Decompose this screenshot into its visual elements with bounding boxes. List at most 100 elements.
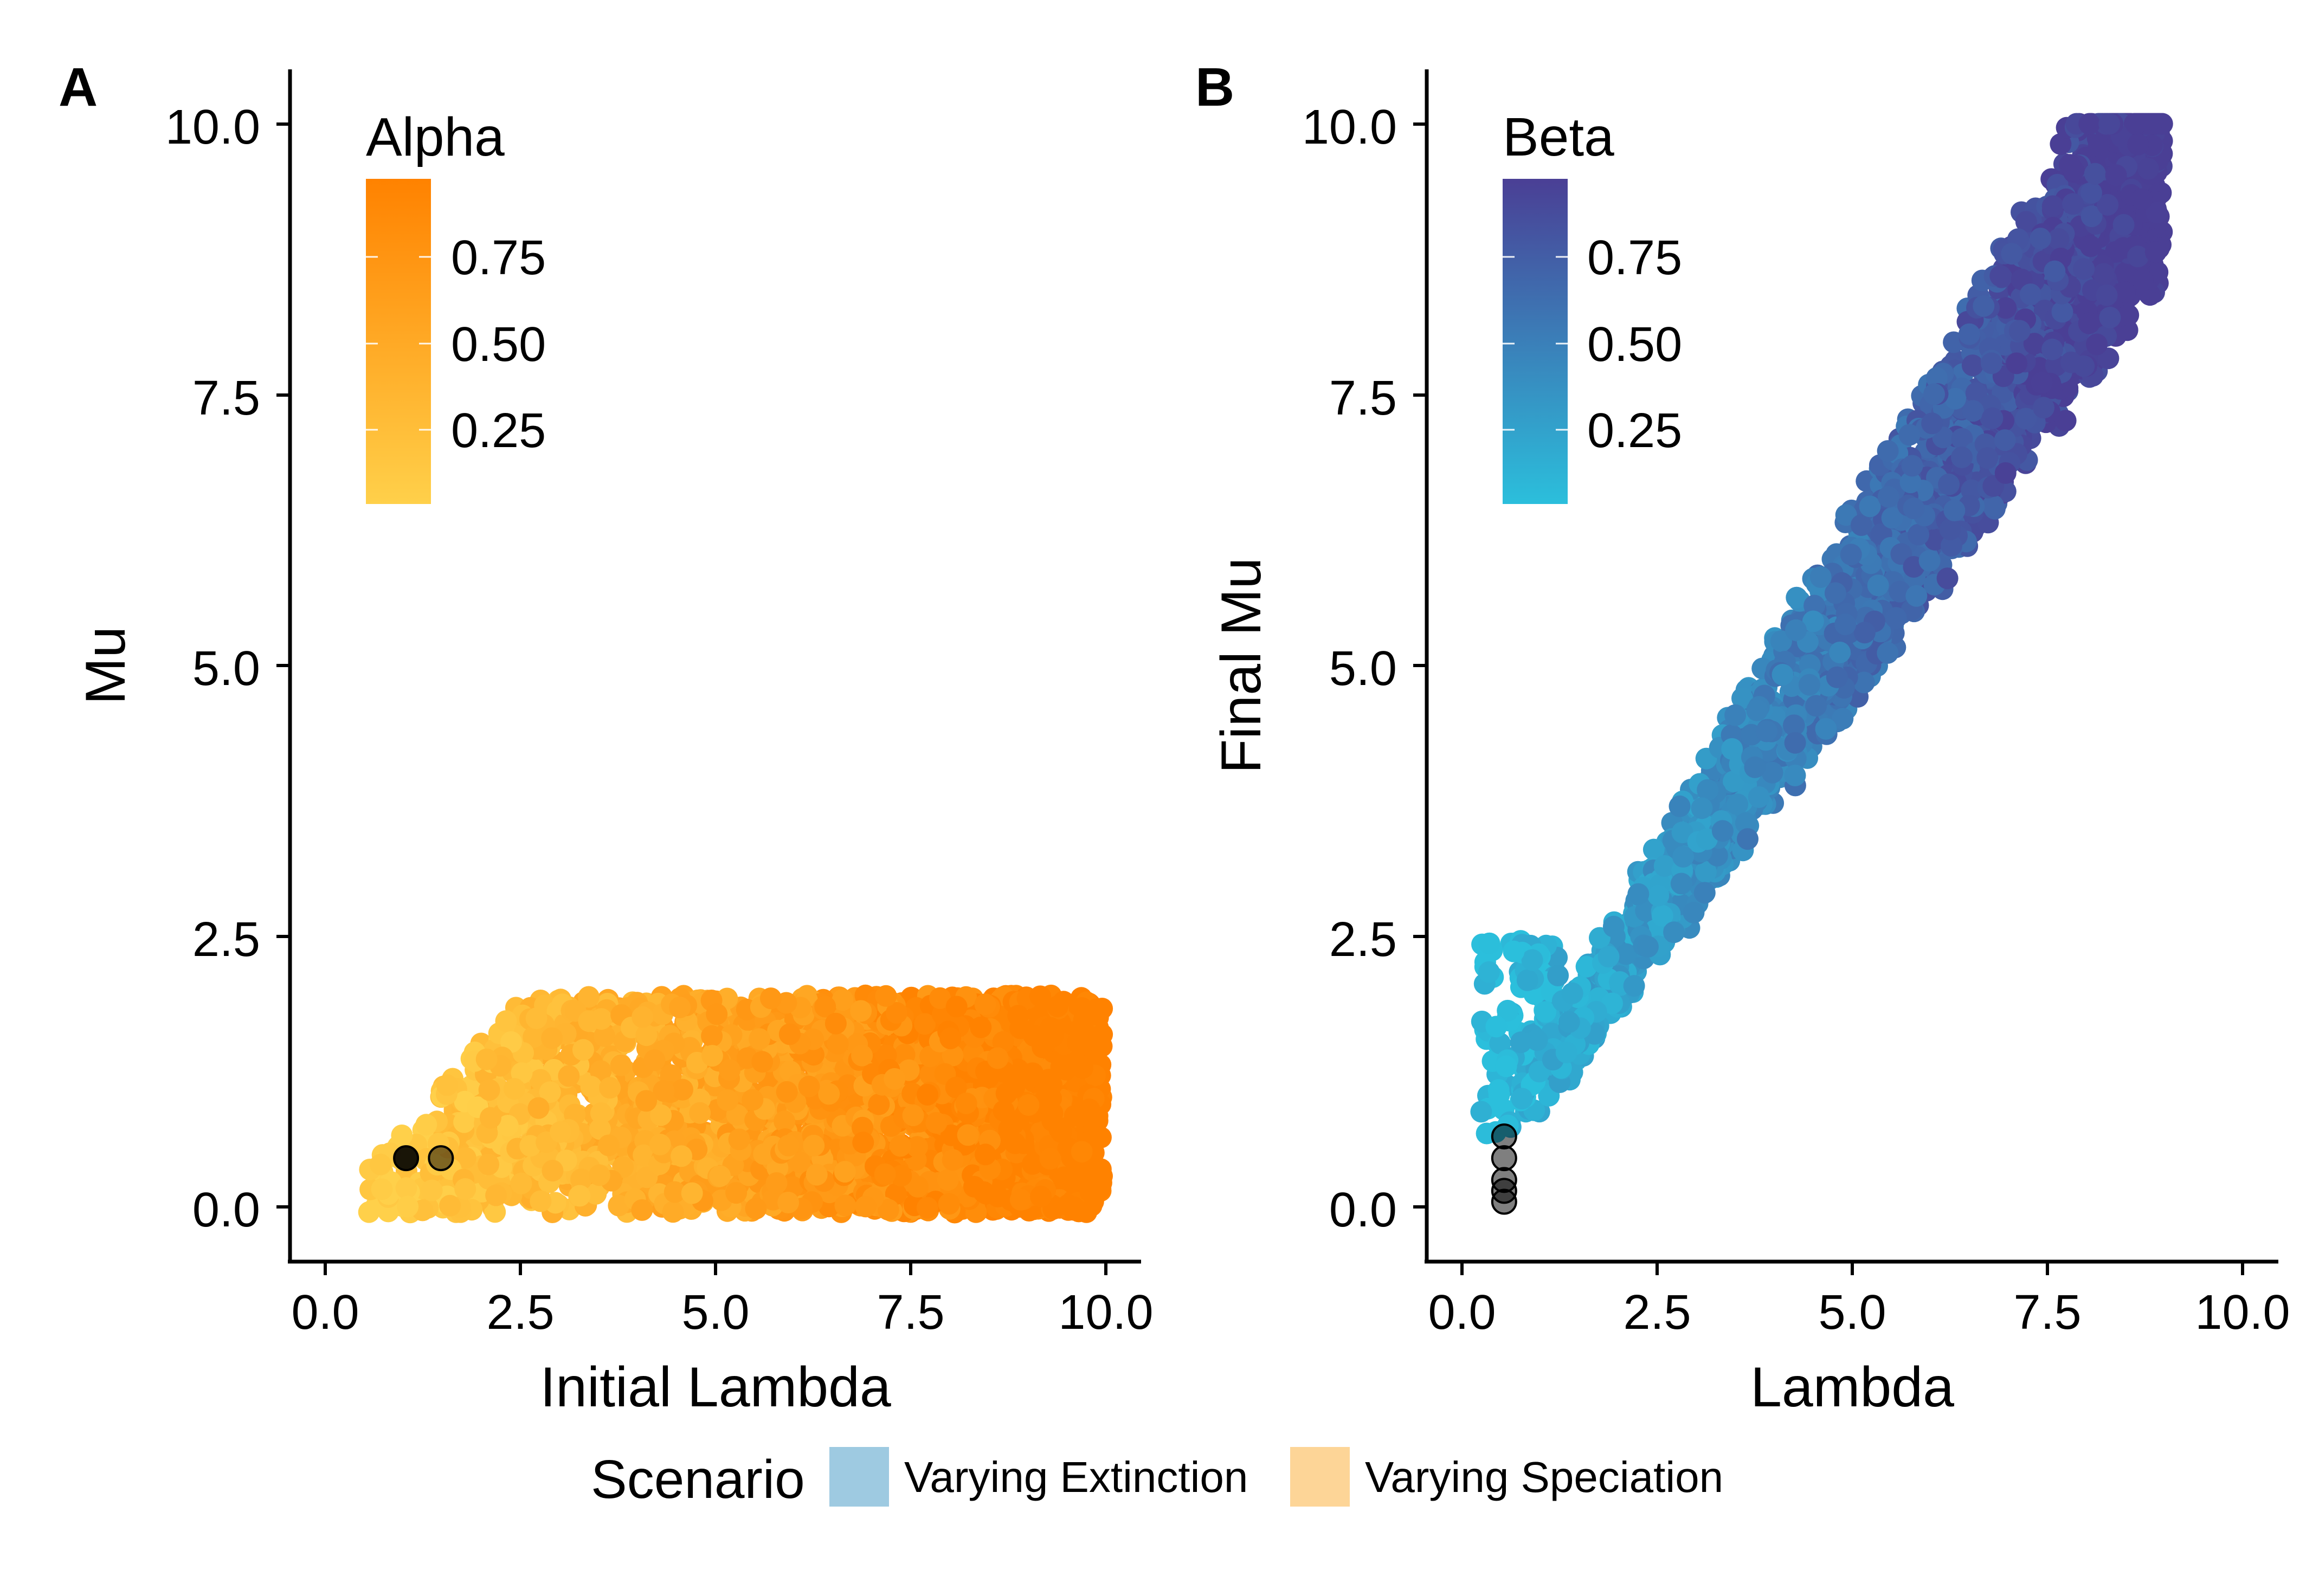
data-point <box>436 1074 458 1096</box>
data-point <box>2050 133 2072 155</box>
data-point <box>945 1076 967 1099</box>
data-point <box>1784 764 1806 786</box>
data-point <box>925 1112 948 1134</box>
data-point <box>852 1132 874 1154</box>
data-point <box>818 1083 840 1105</box>
data-point <box>970 1016 992 1038</box>
data-point <box>1047 996 1068 1018</box>
data-point <box>503 1078 525 1100</box>
data-point <box>725 1182 748 1204</box>
highlighted-point <box>393 1145 420 1172</box>
data-point <box>439 1194 461 1217</box>
data-point <box>597 1134 620 1156</box>
data-point <box>1067 1031 1089 1054</box>
data-point <box>1039 1148 1061 1170</box>
data-point <box>834 1161 856 1183</box>
data-point <box>397 1196 419 1218</box>
panel-a: A 0.0 2.5 5.0 7.5 10.0 0.0 2.5 5.0 7.5 1… <box>59 57 1154 1419</box>
data-point <box>608 1194 630 1217</box>
data-point <box>798 1075 820 1097</box>
data-point <box>1030 1185 1052 1207</box>
data-point <box>760 987 782 1010</box>
data-point <box>599 1077 621 1099</box>
data-point <box>751 1051 774 1073</box>
alpha-legend-tick: 0.25 <box>451 404 546 458</box>
data-point <box>855 1196 877 1218</box>
data-point <box>1693 882 1716 904</box>
x-tick-label: 2.5 <box>486 1285 554 1340</box>
data-point <box>454 1147 476 1169</box>
data-point <box>1009 1188 1032 1211</box>
data-point <box>937 1169 959 1191</box>
data-point <box>2117 304 2140 326</box>
data-point <box>851 1044 873 1067</box>
data-point <box>478 1153 499 1175</box>
data-point <box>527 1097 550 1119</box>
data-point <box>519 1135 542 1157</box>
data-point <box>1853 671 1875 694</box>
data-point <box>421 1179 443 1201</box>
data-point <box>868 1093 890 1115</box>
data-point <box>728 1128 750 1151</box>
data-point <box>590 1102 612 1125</box>
data-point <box>589 1118 611 1140</box>
data-point <box>523 1026 545 1048</box>
data-point <box>906 1136 928 1158</box>
data-point <box>1724 704 1747 726</box>
y-tick-label: 10.0 <box>165 100 260 154</box>
x-ticks-a: 0.0 2.5 5.0 7.5 10.0 <box>291 1285 1153 1340</box>
data-point <box>1075 1201 1098 1223</box>
data-point <box>1071 1057 1093 1079</box>
data-point <box>1832 708 1854 730</box>
data-point <box>824 1012 847 1035</box>
data-point <box>1575 955 1597 978</box>
data-point <box>890 1165 912 1187</box>
data-point <box>570 1168 592 1191</box>
data-point <box>1053 1166 1075 1188</box>
panel-b: B 0.0 2.5 5.0 7.5 10.0 0.0 2.5 5.0 7.5 1… <box>1195 57 2290 1419</box>
data-point <box>806 1164 828 1186</box>
data-point <box>874 1163 896 1185</box>
data-point <box>1478 961 1500 983</box>
data-point <box>495 1010 517 1032</box>
data-point <box>701 1045 723 1067</box>
data-point <box>742 1089 764 1111</box>
data-point <box>1731 687 1753 709</box>
panel-letter-b: B <box>1195 57 1234 118</box>
data-point <box>2015 211 2037 233</box>
data-point <box>580 1076 602 1098</box>
data-point <box>776 1081 798 1103</box>
data-point <box>2099 307 2121 328</box>
data-point <box>777 1134 800 1156</box>
y-tick-label: 0.0 <box>192 1183 260 1237</box>
data-point <box>709 1165 731 1187</box>
data-point <box>1944 387 1966 410</box>
data-point <box>391 1125 413 1146</box>
data-point <box>1029 985 1051 1007</box>
data-point <box>530 1190 552 1212</box>
point-cloud-b <box>1470 113 2173 1145</box>
data-point <box>588 1164 610 1186</box>
data-point <box>484 1201 506 1223</box>
data-point <box>1809 566 1832 588</box>
data-point <box>1877 642 1899 664</box>
data-point <box>902 1104 924 1127</box>
data-point <box>972 1181 995 1203</box>
data-point <box>942 1044 964 1067</box>
data-point <box>594 1025 616 1047</box>
data-point <box>635 1090 658 1112</box>
data-point <box>701 1025 723 1047</box>
data-point <box>834 1194 856 1217</box>
data-point <box>803 1134 825 1156</box>
data-point <box>955 1093 977 1114</box>
data-point <box>454 1178 476 1200</box>
data-point <box>917 1084 938 1106</box>
data-point <box>1962 400 1984 422</box>
data-point <box>1040 1017 1062 1039</box>
data-point <box>590 1060 612 1082</box>
data-point <box>945 996 968 1018</box>
data-point <box>1023 1025 1045 1047</box>
data-point <box>942 1149 964 1171</box>
data-point <box>929 987 951 1009</box>
data-point <box>672 1078 693 1101</box>
